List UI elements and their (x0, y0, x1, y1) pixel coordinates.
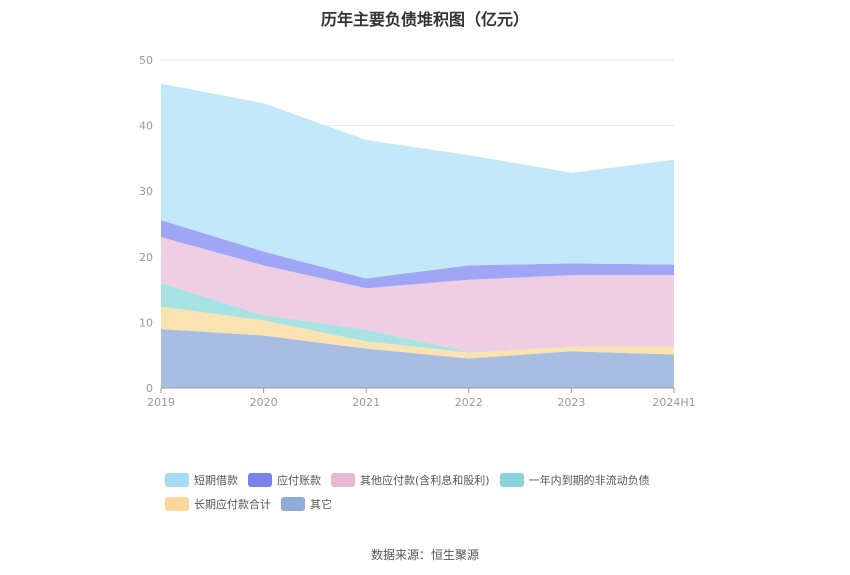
legend-item[interactable]: 短期借款 (165, 472, 238, 488)
legend-label: 其他应付款(含利息和股利) (360, 474, 490, 487)
area-series (161, 83, 674, 388)
x-tick-label: 2024H1 (652, 396, 695, 409)
legend-swatch (165, 473, 189, 487)
legend-swatch (281, 497, 305, 511)
x-tick-label: 2021 (352, 396, 380, 409)
area-series (161, 283, 674, 353)
legend-item[interactable]: 长期应付款合计 (165, 496, 271, 512)
legend-swatch (331, 473, 355, 487)
x-tick-label: 2023 (557, 396, 585, 409)
legend-item[interactable]: 一年内到期的非流动负债 (499, 472, 650, 488)
legend-swatch (165, 497, 189, 511)
legend-label: 短期借款 (194, 474, 238, 487)
chart-title: 历年主要负债堆积图（亿元） (320, 10, 529, 29)
x-tick-label: 2019 (147, 396, 175, 409)
area-series (161, 220, 674, 289)
y-tick-label: 30 (139, 185, 153, 198)
y-tick-label: 0 (146, 382, 153, 395)
legend-label: 应付账款 (277, 474, 321, 487)
y-tick-label: 50 (139, 54, 153, 67)
legend-item[interactable]: 其他应付款(含利息和股利) (331, 472, 490, 488)
legend-label: 长期应付款合计 (194, 498, 271, 511)
legend-swatch (248, 473, 272, 487)
x-tick-label: 2020 (250, 396, 278, 409)
legend-label: 其它 (310, 498, 332, 511)
legend-swatch (499, 473, 524, 487)
area-series (161, 237, 674, 352)
y-tick-label: 40 (139, 120, 153, 133)
y-tick-label: 10 (139, 316, 153, 329)
legend-item[interactable]: 其它 (281, 496, 332, 512)
area-series (161, 83, 674, 279)
y-tick-label: 20 (139, 251, 153, 264)
legend-item[interactable]: 应付账款 (248, 472, 321, 488)
area-series (161, 328, 674, 388)
axes: 0 10 20 30 40 50 2019 2020 2021 2022 2023 2024H1 (139, 54, 696, 409)
x-tick-label: 2022 (455, 396, 483, 409)
source-note: 数据来源：恒生聚源 (370, 548, 479, 562)
area-series (161, 306, 674, 359)
legend: 短期借款 应付账款 其他应付款(含利息和股利) 一年内到期的非流动负债长期应付款合计 其… (165, 472, 725, 520)
legend-label: 一年内到期的非流动负债 (528, 474, 650, 487)
